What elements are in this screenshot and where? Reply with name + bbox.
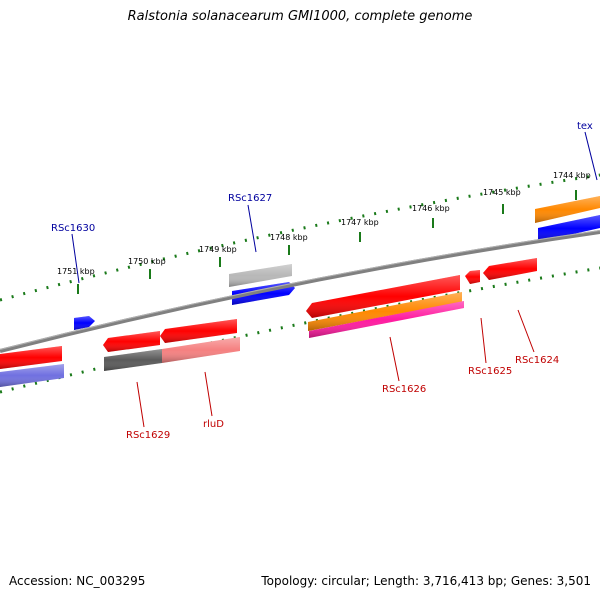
gene-label-reverse[interactable]: RSc1624 [515, 355, 559, 366]
gene-label-reverse[interactable]: RSc1626 [382, 384, 426, 395]
gene-label-reverse[interactable]: rluD [203, 419, 224, 430]
gene-label-forward[interactable]: tex [577, 121, 593, 132]
ruler-label: 1745 kbp [483, 188, 521, 197]
gene-label-reverse[interactable]: RSc1625 [468, 366, 512, 377]
ruler-label: 1751 kbp [57, 267, 95, 276]
reverse-strand-features [0, 258, 537, 387]
ruler-label: 1750 kbp [128, 257, 166, 266]
map-title: Ralstonia solanacearum GMI1000, complete… [127, 9, 473, 24]
outer-tick-circle [0, 173, 600, 302]
ruler-label: 1747 kbp [341, 218, 379, 227]
genome-backbone [0, 230, 600, 353]
gene-label-forward[interactable]: RSc1630 [51, 223, 95, 234]
ruler-label: 1748 kbp [270, 233, 308, 242]
genome-summary-text: Topology: circular; Length: 3,716,413 bp… [261, 574, 591, 588]
label-leader-lines [71, 131, 598, 428]
gene-label-forward[interactable]: RSc1627 [228, 193, 272, 204]
ruler-major-ticks [77, 190, 577, 294]
ruler-label: 1744 kbp [553, 171, 591, 180]
ruler-label: 1749 kbp [199, 245, 237, 254]
accession-text: Accession: NC_003295 [9, 574, 146, 588]
gene-label-reverse[interactable]: RSc1629 [126, 430, 170, 441]
ruler-label: 1746 kbp [412, 204, 450, 213]
